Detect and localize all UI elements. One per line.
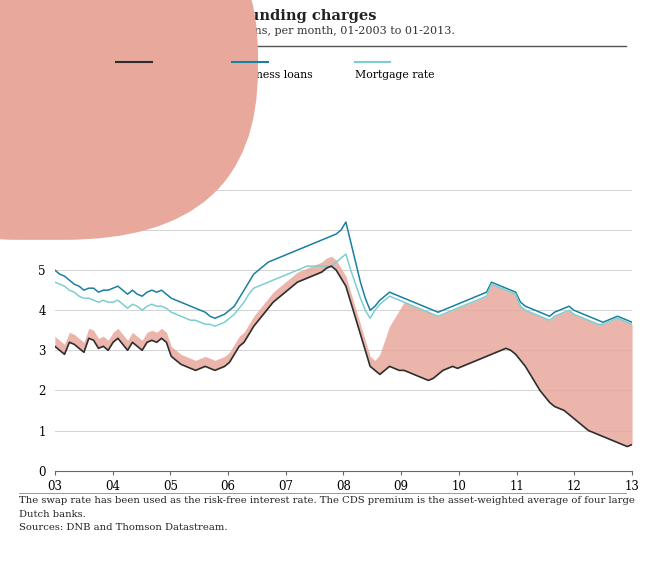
Text: Mortgage rate: Mortgage rate	[355, 70, 434, 80]
Text: In percentages, for 1-5 year fixed-rate loans, per month, 01-2003 to 01-2013.: In percentages, for 1-5 year fixed-rate …	[19, 26, 455, 36]
Text: Sources: DNB and Thomson Datastream.: Sources: DNB and Thomson Datastream.	[19, 523, 228, 532]
Text: Dutch banks.: Dutch banks.	[19, 510, 86, 519]
Text: The swap rate has been used as the risk-free interest rate. The CDS premium is t: The swap rate has been used as the risk-…	[19, 496, 635, 505]
Text: Chart 7:  Lending rate and funding charges: Chart 7: Lending rate and funding charge…	[19, 9, 377, 23]
Text: Risk-free
interest rate: Risk-free interest rate	[116, 70, 184, 91]
Text: CDS premium: CDS premium	[19, 78, 97, 88]
Text: Business loans: Business loans	[232, 70, 313, 80]
